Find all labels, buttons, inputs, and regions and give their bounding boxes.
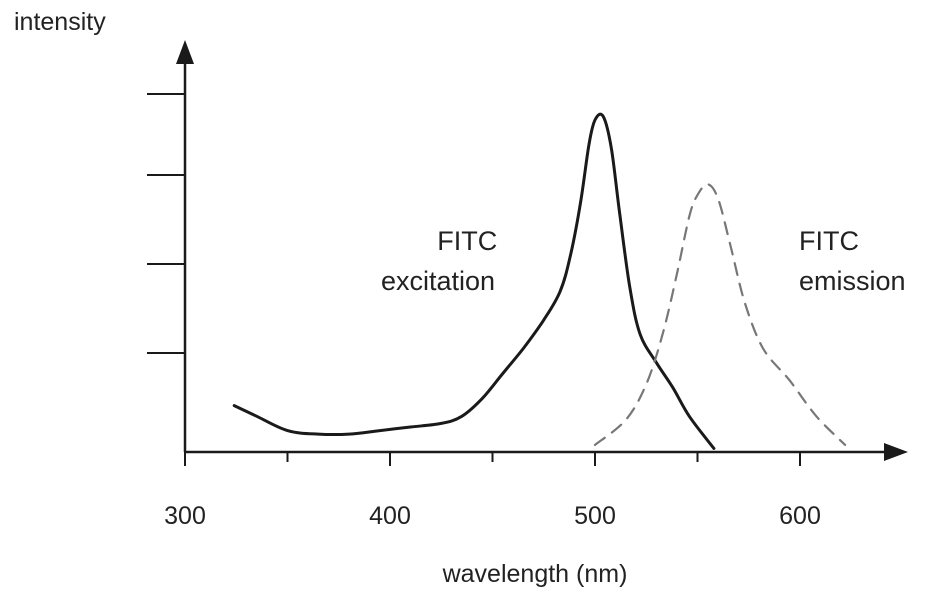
y-axis-arrowhead bbox=[176, 40, 194, 64]
x-axis-label: wavelength (nm) bbox=[442, 560, 628, 588]
x-tick-label-400: 400 bbox=[369, 502, 411, 530]
series-label-emission: FITC emission bbox=[799, 226, 906, 296]
x-axis-tick-labels: 300 400 500 600 bbox=[164, 502, 821, 530]
series-line-excitation bbox=[232, 112, 716, 450]
x-tick-label-600: 600 bbox=[779, 502, 821, 530]
series-label-emission-line2: emission bbox=[799, 266, 906, 296]
series-label-emission-line1: FITC bbox=[799, 226, 859, 256]
x-tick-label-300: 300 bbox=[164, 502, 206, 530]
x-axis-arrowhead bbox=[884, 443, 908, 461]
series-label-excitation-line1: FITC bbox=[437, 226, 497, 256]
x-tick-label-500: 500 bbox=[574, 502, 616, 530]
y-axis-ticks bbox=[147, 93, 185, 354]
series-line-emission bbox=[593, 183, 847, 446]
x-axis-ticks bbox=[184, 452, 801, 466]
series-lines bbox=[232, 112, 847, 450]
series-label-excitation: FITC excitation bbox=[381, 226, 505, 296]
series-label-excitation-line2: excitation bbox=[381, 266, 495, 296]
y-axis-label: intensity bbox=[14, 8, 106, 36]
axes: 300 400 500 600 bbox=[147, 40, 908, 530]
